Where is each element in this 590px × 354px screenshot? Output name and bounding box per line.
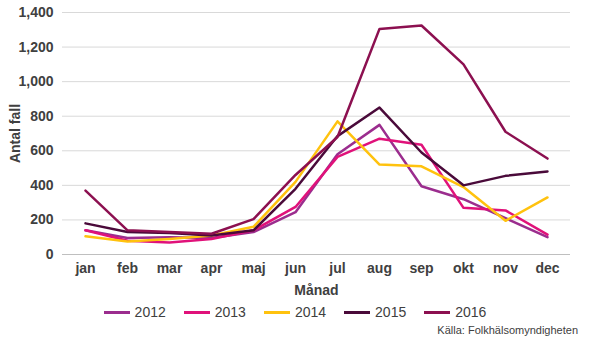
- svg-text:apr: apr: [201, 260, 223, 276]
- svg-text:jun: jun: [284, 260, 306, 276]
- svg-text:okt: okt: [453, 260, 474, 276]
- html-text:Källa: Folkhälsomyndigheten: Källa: Folkhälsomyndigheten: [437, 324, 578, 336]
- svg-text:dec: dec: [535, 260, 559, 276]
- svg-text:jan: jan: [74, 260, 95, 276]
- svg-text:feb: feb: [117, 260, 138, 276]
- html-text:2014: 2014: [294, 304, 327, 320]
- html-text:2015: 2015: [375, 304, 407, 320]
- svg-text:400: 400: [30, 177, 54, 193]
- svg-text:1,400: 1,400: [18, 4, 53, 20]
- svg-text:sep: sep: [409, 260, 433, 276]
- svg-text:maj: maj: [241, 260, 265, 276]
- html-text:2016: 2016: [455, 304, 487, 320]
- svg-text:aug: aug: [367, 260, 392, 276]
- svg-text:1,000: 1,000: [18, 73, 53, 89]
- svg-text:Månad: Månad: [294, 282, 338, 298]
- svg-text:mar: mar: [157, 260, 183, 276]
- html-text:2012: 2012: [134, 304, 166, 320]
- svg-text:200: 200: [30, 211, 54, 227]
- svg-text:nov: nov: [493, 260, 518, 276]
- svg-text:jul: jul: [328, 260, 345, 276]
- svg-text:0: 0: [46, 246, 54, 262]
- svg-text:800: 800: [30, 108, 54, 124]
- svg-text:1,200: 1,200: [18, 39, 53, 55]
- svg-text:600: 600: [30, 142, 54, 158]
- svg-text:Antal fall: Antal fall: [7, 104, 23, 163]
- html-text:2013: 2013: [214, 304, 246, 320]
